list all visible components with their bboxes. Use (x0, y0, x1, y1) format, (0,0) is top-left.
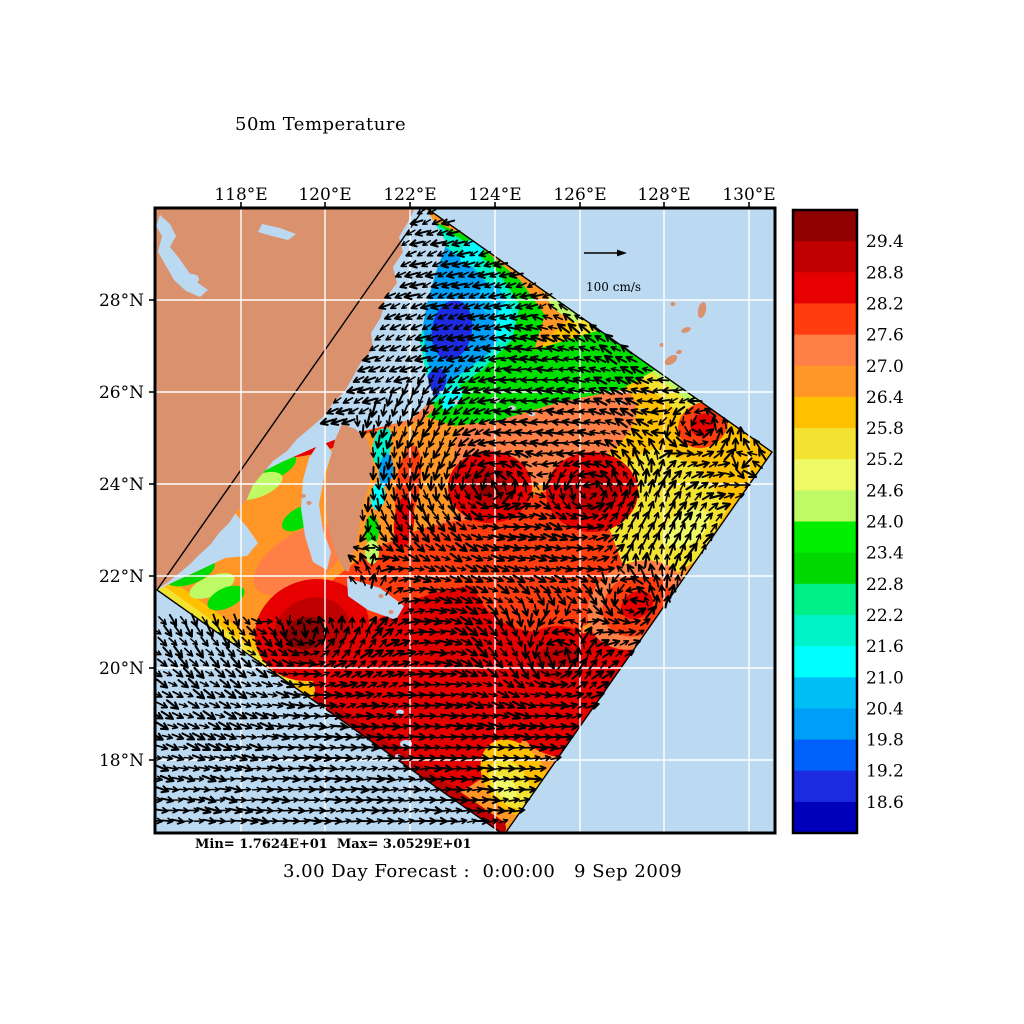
colorbar-tick-label: 28.8 (866, 263, 904, 283)
colorbar-segment (793, 303, 857, 336)
lat-tick-label: 26°N (99, 383, 144, 403)
temperature-patch (189, 573, 235, 599)
map-border (153, 206, 777, 835)
model-domain-outline (156, 208, 773, 833)
nodata-strait-channel (301, 438, 332, 570)
colorbar-segment (793, 428, 857, 460)
nodata-notch (400, 740, 412, 748)
small-island (670, 302, 676, 306)
colorbar-segment (793, 272, 857, 304)
colorbar-tick-label: 24.0 (866, 513, 904, 533)
colorbar-tick-label: 25.8 (866, 419, 904, 439)
colorbar-tick-label: 27.0 (866, 357, 904, 377)
lat-tick-label: 18°N (99, 751, 144, 771)
forecast-caption: 3.00 Day Forecast : 0:00:00 9 Sep 2009 (283, 861, 682, 882)
small-island (697, 302, 707, 318)
colorbar-tick-label: 19.8 (866, 731, 904, 751)
colorbar-segment (793, 739, 857, 772)
taiwan-island (325, 424, 373, 572)
colorbar-tick-label: 21.0 (866, 668, 904, 688)
colorbar-segment (793, 241, 857, 273)
axis-labels: 118°E 120°E 122°E 124°E 126°E 128°E 130°E 28°N 2… (99, 185, 776, 771)
lon-tick-label: 124°E (468, 185, 521, 205)
small-island (676, 349, 682, 355)
vector-scale-key: 100 cm/s (584, 249, 641, 294)
colorbar-border (791, 208, 859, 835)
colorbar-segment (793, 677, 857, 709)
colorbar-tick-label: 28.2 (866, 294, 904, 314)
lon-tick-label: 122°E (383, 185, 436, 205)
estuary-inlet (258, 224, 296, 240)
min-max-stats: Min= 1.7624E+01 Max= 3.0529E+01 (195, 837, 472, 852)
map-frame (149, 202, 777, 835)
colorbar-segment (793, 210, 857, 242)
colorbar-segment (793, 490, 857, 522)
small-island (388, 610, 394, 614)
temperature-patch (207, 585, 245, 611)
colorbar-segment (793, 801, 857, 834)
colorbar-segment (793, 646, 857, 678)
estuary-inlet (156, 215, 208, 297)
colorbar-tick-label: 22.2 (866, 606, 904, 626)
small-island (681, 327, 691, 333)
colorbar-segment (793, 583, 857, 616)
nodata-gap (347, 578, 404, 620)
nodata-notch (396, 709, 404, 715)
colorbar-segment (793, 334, 857, 367)
colorbar-tick-label: 25.2 (866, 450, 904, 470)
lon-tick-label: 126°E (553, 185, 606, 205)
estuary-inlet (185, 274, 199, 284)
small-island (659, 343, 665, 347)
colorbar-tick-label: 18.6 (866, 793, 904, 813)
small-island (664, 354, 678, 366)
scale-arrow-head-icon (617, 249, 627, 257)
colorbar-segment (793, 770, 857, 803)
colorbar-segment (793, 521, 857, 554)
lat-tick-label: 24°N (99, 475, 144, 495)
vector-scale-label: 100 cm/s (586, 280, 641, 294)
colorbar-tick-label: 29.4 (866, 232, 904, 252)
lat-tick-label: 22°N (99, 567, 144, 587)
colorbar-tick-label: 26.4 (866, 388, 904, 408)
colorbar-segment (793, 365, 857, 398)
temperature-patch (495, 302, 513, 342)
colorbar-tick-label: 22.8 (866, 575, 904, 595)
colorbar: 29.4 28.8 28.2 27.6 27.0 26.4 25.8 25.2 24.6 24.0… (791, 208, 904, 835)
colorbar-tick-label: 21.6 (866, 637, 904, 657)
small-island (306, 501, 312, 505)
colorbar-segment (793, 459, 857, 491)
temperature-patch (495, 775, 517, 801)
lon-tick-label: 130°E (722, 185, 775, 205)
colorbar-tick-label: 19.2 (866, 762, 904, 782)
colorbar-tick-label: 23.4 (866, 544, 904, 564)
lat-tick-label: 28°N (99, 291, 144, 311)
colorbar-segment (793, 396, 857, 429)
china-mainland (155, 208, 415, 590)
colorbar-tick-label: 24.6 (866, 481, 904, 501)
small-island (300, 494, 306, 498)
colorbar-segment (793, 552, 857, 585)
lon-tick-label: 128°E (637, 185, 690, 205)
lat-tick-label: 20°N (99, 659, 144, 679)
temperature-patch (370, 482, 386, 510)
colorbar-tick-label: 27.6 (866, 326, 904, 346)
lon-tick-label: 118°E (214, 185, 267, 205)
lon-tick-label: 120°E (298, 185, 351, 205)
colorbar-segment (793, 614, 857, 647)
small-island (378, 594, 384, 598)
page-title: 50m Temperature (235, 114, 406, 135)
colorbar-tick-label: 20.4 (866, 699, 904, 719)
colorbar-segment (793, 708, 857, 741)
